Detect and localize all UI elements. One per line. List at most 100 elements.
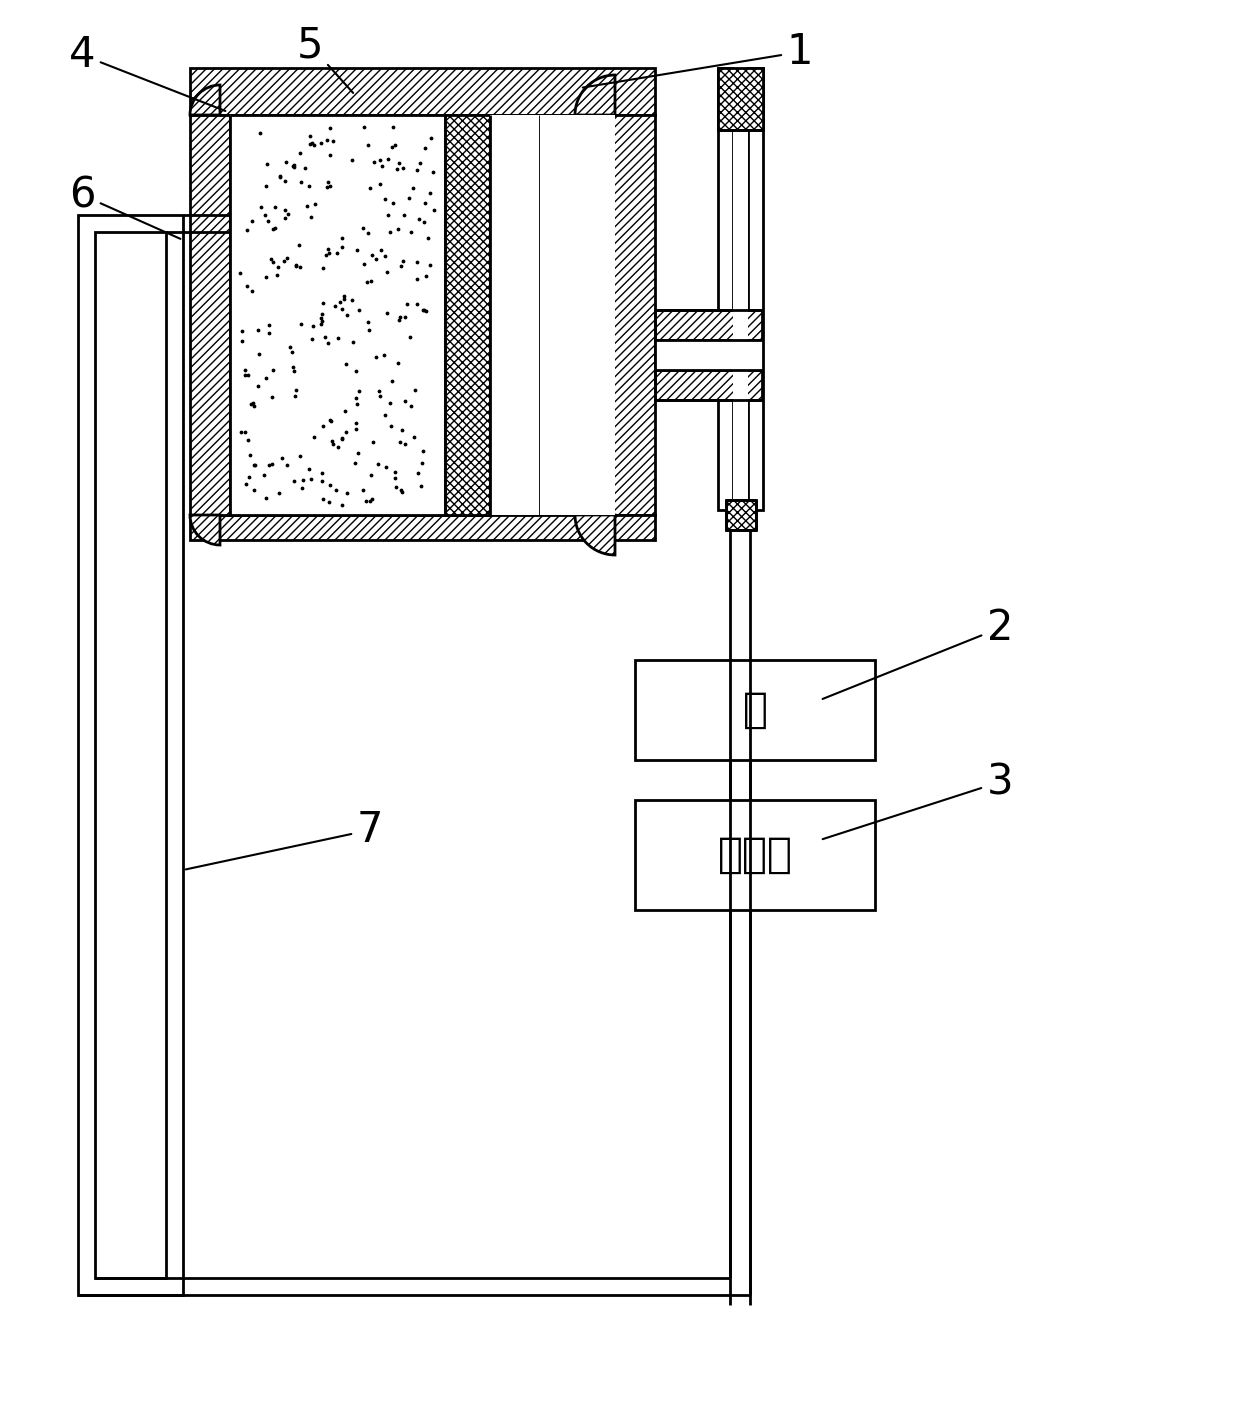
Point xyxy=(355,253,374,275)
Point xyxy=(299,458,319,481)
Point xyxy=(358,133,378,156)
Bar xyxy=(655,340,763,370)
Point xyxy=(330,291,350,313)
Point xyxy=(362,488,382,510)
Point xyxy=(257,153,277,176)
Text: 1: 1 xyxy=(583,31,813,87)
Point xyxy=(386,461,405,483)
Point xyxy=(407,159,427,181)
Point xyxy=(410,152,430,174)
Point xyxy=(316,176,336,198)
Point xyxy=(394,204,414,226)
Point xyxy=(320,409,340,431)
Point xyxy=(361,270,381,292)
Point xyxy=(370,379,389,402)
Point xyxy=(418,228,438,250)
Point xyxy=(278,246,298,268)
Point xyxy=(263,358,283,381)
Bar xyxy=(190,115,229,516)
Point xyxy=(257,486,277,509)
Point xyxy=(275,207,295,229)
Text: 泵: 泵 xyxy=(743,688,768,731)
Point xyxy=(265,195,285,218)
Point xyxy=(319,170,339,192)
Point xyxy=(386,133,405,156)
Point xyxy=(248,375,268,398)
Point xyxy=(284,156,304,178)
Point xyxy=(290,256,310,278)
Bar xyxy=(490,115,539,516)
Point xyxy=(241,444,260,466)
Point xyxy=(320,117,340,139)
Point xyxy=(249,343,269,365)
Point xyxy=(417,266,436,288)
Point xyxy=(332,429,352,451)
Bar xyxy=(733,67,748,510)
Point xyxy=(417,299,436,322)
Point xyxy=(358,312,378,334)
Point xyxy=(242,209,262,232)
Point xyxy=(337,482,357,504)
Wedge shape xyxy=(575,516,615,555)
Point xyxy=(346,417,366,440)
Point xyxy=(267,264,286,287)
Point xyxy=(366,346,386,368)
Bar xyxy=(635,660,875,760)
Point xyxy=(283,341,303,364)
Point xyxy=(414,191,434,214)
Point xyxy=(311,313,331,336)
Point xyxy=(408,251,428,274)
Point xyxy=(408,268,428,291)
Point xyxy=(396,306,415,329)
Point xyxy=(325,295,345,318)
Point xyxy=(315,326,335,348)
Point xyxy=(327,437,347,459)
Point xyxy=(300,205,320,228)
Point xyxy=(269,482,289,504)
Point xyxy=(348,379,368,402)
Point xyxy=(389,152,409,174)
Point xyxy=(232,320,252,343)
Point xyxy=(304,133,324,156)
Point xyxy=(272,447,291,469)
Point xyxy=(346,386,366,409)
Bar xyxy=(190,67,655,115)
Text: 4: 4 xyxy=(68,34,226,111)
Point xyxy=(392,419,412,441)
Point xyxy=(370,173,389,195)
Point xyxy=(268,256,288,278)
Point xyxy=(371,149,391,171)
Point xyxy=(363,431,383,454)
Point xyxy=(332,228,352,250)
Point xyxy=(275,170,295,192)
Point xyxy=(357,271,377,294)
Point xyxy=(382,370,402,392)
Point xyxy=(270,164,290,187)
Point xyxy=(360,490,379,513)
Text: 7: 7 xyxy=(186,809,383,870)
Point xyxy=(238,364,258,386)
Point xyxy=(381,221,401,243)
Point xyxy=(410,475,430,497)
Point xyxy=(362,244,382,267)
Point xyxy=(388,218,408,240)
Point xyxy=(303,327,322,350)
Point xyxy=(408,292,428,315)
Point xyxy=(420,253,440,275)
Point xyxy=(255,367,275,389)
Point xyxy=(295,156,315,178)
Point xyxy=(420,181,440,204)
Bar xyxy=(635,799,875,910)
Point xyxy=(374,188,394,211)
Point xyxy=(381,414,401,437)
Point xyxy=(285,385,305,407)
Point xyxy=(361,177,381,200)
Point xyxy=(383,115,403,138)
Point xyxy=(420,128,440,150)
Point xyxy=(250,197,270,219)
Point xyxy=(404,379,424,402)
Point xyxy=(284,155,304,177)
Point xyxy=(320,490,340,513)
Point xyxy=(361,464,381,486)
Point xyxy=(231,261,250,284)
